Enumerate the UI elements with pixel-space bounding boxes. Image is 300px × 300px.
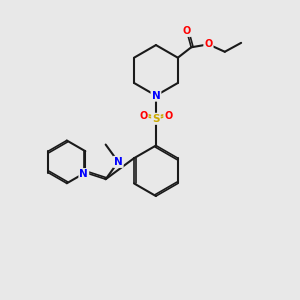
Text: O: O: [164, 111, 172, 121]
Text: N: N: [80, 169, 88, 179]
Text: N: N: [152, 91, 160, 100]
Text: S: S: [152, 114, 160, 124]
Text: O: O: [183, 26, 191, 36]
Text: O: O: [139, 111, 148, 121]
Text: N: N: [114, 157, 123, 167]
Text: O: O: [204, 39, 213, 49]
